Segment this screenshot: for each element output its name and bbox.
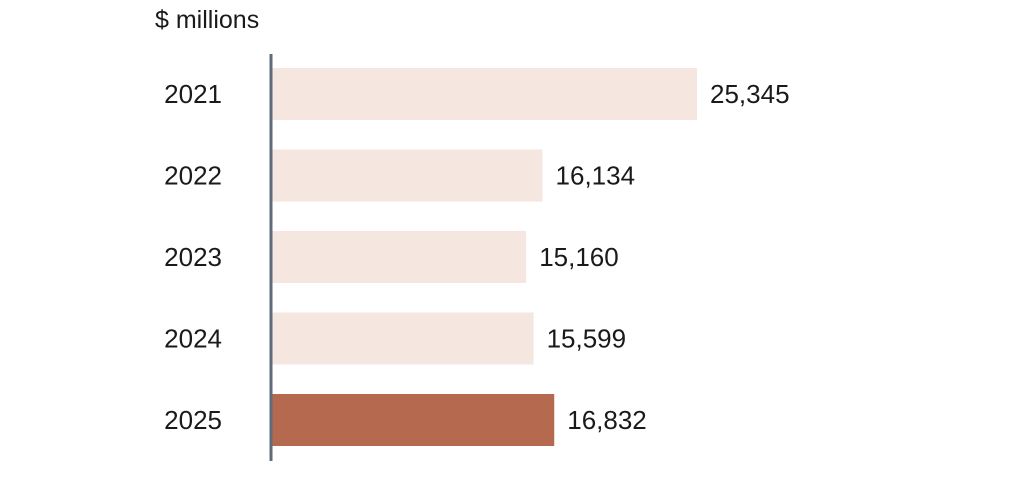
category-label: 2025 (164, 405, 222, 435)
value-label: 15,599 (547, 324, 627, 354)
category-label: 2022 (164, 161, 222, 191)
value-label: 15,160 (539, 242, 619, 272)
bar-2022 (272, 149, 543, 202)
category-label: 2024 (164, 324, 222, 354)
category-label: 2021 (164, 79, 222, 109)
chart-title: $ millions (155, 6, 259, 34)
value-label: 16,134 (556, 161, 636, 191)
bar-2025 (272, 394, 555, 446)
bar-2024 (272, 312, 534, 365)
value-label: 16,832 (567, 405, 647, 435)
value-label: 25,345 (710, 79, 790, 109)
category-label: 2023 (164, 242, 222, 272)
bar-2023 (272, 231, 527, 283)
bar-2021 (272, 68, 697, 120)
